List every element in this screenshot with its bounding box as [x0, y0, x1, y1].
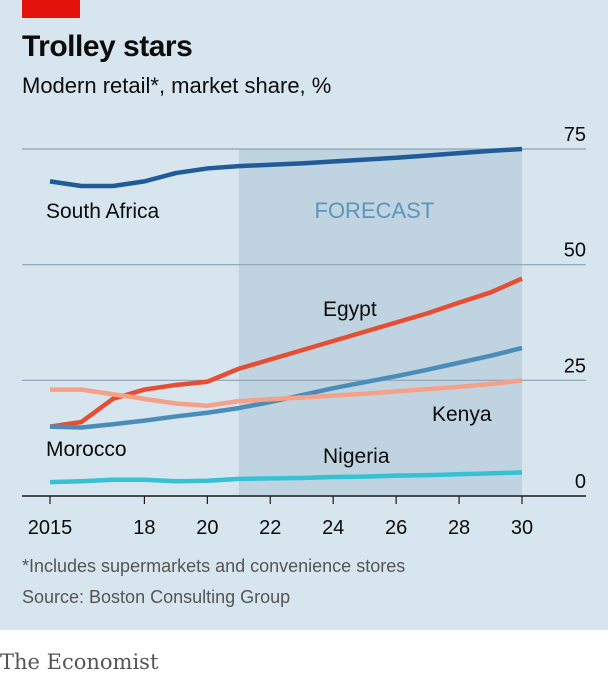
x-tick-label: 28	[448, 517, 470, 539]
x-tick-label: 24	[322, 517, 344, 539]
line-chart: 0 25 50 75 2015 18 20 22 24 26 28 30 FORECAST South A…	[22, 124, 586, 539]
footnote: *Includes supermarkets and convenience s…	[22, 556, 406, 576]
y-tick-label: 0	[575, 471, 586, 493]
chart-title: Trolley stars	[22, 30, 193, 63]
forecast-label: FORECAST	[315, 198, 435, 223]
economist-logo-text: The Economist	[0, 650, 159, 674]
series-line-egypt	[49, 276, 523, 429]
series-label-south-africa: South Africa	[46, 200, 160, 223]
source-note: Source: Boston Consulting Group	[22, 587, 291, 607]
y-tick-label: 75	[564, 124, 586, 146]
y-tick-label: 50	[564, 240, 586, 262]
series-label-egypt: Egypt	[323, 298, 377, 321]
series-label-kenya: Kenya	[432, 403, 492, 426]
x-tick-label: 20	[196, 517, 218, 539]
x-tick-label: 2015	[28, 517, 73, 539]
y-tick-label: 25	[564, 355, 586, 377]
series-line-nigeria	[49, 470, 523, 485]
x-tick-label: 22	[259, 517, 281, 539]
series-label-morocco: Morocco	[46, 438, 127, 461]
x-tick-label: 30	[511, 517, 533, 539]
x-tick-label: 26	[385, 517, 407, 539]
chart-subtitle: Modern retail*, market share, %	[22, 73, 332, 98]
series-line-kenya	[50, 378, 523, 409]
series-line-south-africa	[49, 146, 523, 189]
series-label-nigeria: Nigeria	[323, 445, 390, 468]
brand-red-bar	[22, 0, 80, 18]
forecast-shade	[238, 149, 523, 496]
x-tick-label: 18	[133, 517, 155, 539]
